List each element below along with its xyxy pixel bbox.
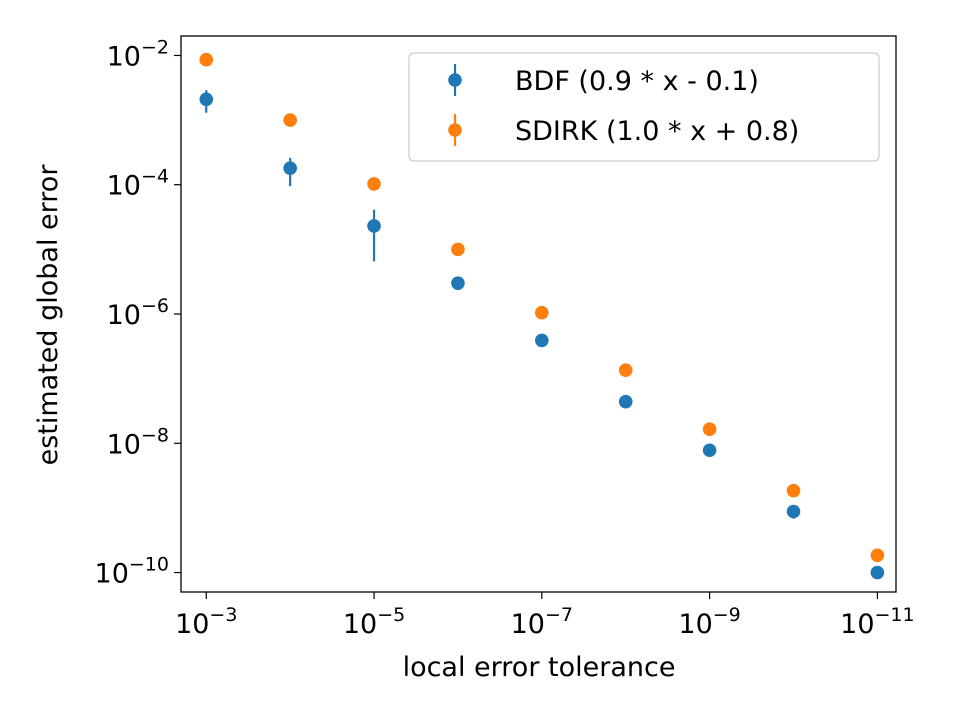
- data-point: [367, 219, 381, 233]
- legend-entry-1: SDIRK (1.0 * x + 0.8): [448, 114, 799, 147]
- x-tick-label: 10−3: [175, 604, 237, 640]
- y-tick-label: 10−8: [107, 424, 169, 460]
- legend-label: BDF (0.9 * x - 0.1): [515, 66, 759, 97]
- data-point: [786, 504, 801, 519]
- x-tick-label: 10−11: [840, 604, 914, 640]
- data-point: [786, 483, 801, 498]
- data-point: [283, 161, 297, 176]
- data-point: [618, 363, 633, 378]
- legend-marker: [448, 73, 462, 87]
- x-axis-label: local error tolerance: [403, 652, 676, 683]
- legend-entry-0: BDF (0.9 * x - 0.1): [448, 64, 759, 97]
- y-tick-label: 10−2: [107, 36, 169, 72]
- data-point: [451, 276, 465, 290]
- y-tick-label: 10−6: [107, 295, 169, 331]
- data-point: [283, 113, 297, 127]
- data-point: [199, 52, 214, 67]
- data-point: [535, 333, 549, 348]
- y-tick-label: 10−4: [107, 166, 169, 202]
- data-point: [367, 177, 381, 191]
- x-tick-label: 10−7: [511, 604, 573, 640]
- axis-ticks: 10−3 10−5 10−7 10−9 10−11 10−2 10−4 10−6 10−8 10−…: [95, 36, 915, 640]
- series-1: [199, 52, 885, 563]
- y-tick-label: 10−10: [95, 554, 169, 590]
- data-point: [870, 565, 885, 580]
- series-0: [199, 90, 885, 580]
- y-axis-label: estimated global error: [33, 164, 64, 466]
- x-tick-label: 10−9: [678, 604, 740, 640]
- data-point: [618, 394, 633, 409]
- legend-marker: [448, 123, 462, 137]
- data-point: [702, 443, 717, 458]
- data-point: [870, 548, 885, 563]
- legend: BDF (0.9 * x - 0.1) SDIRK (1.0 * x + 0.8): [408, 52, 880, 162]
- data-point: [451, 242, 465, 257]
- x-tick-label: 10−5: [343, 604, 405, 640]
- data-point: [702, 422, 717, 437]
- data-point: [199, 92, 214, 107]
- legend-box: [408, 52, 880, 162]
- data-point: [535, 305, 549, 320]
- legend-label: SDIRK (1.0 * x + 0.8): [515, 116, 799, 147]
- plot-area: [199, 52, 885, 580]
